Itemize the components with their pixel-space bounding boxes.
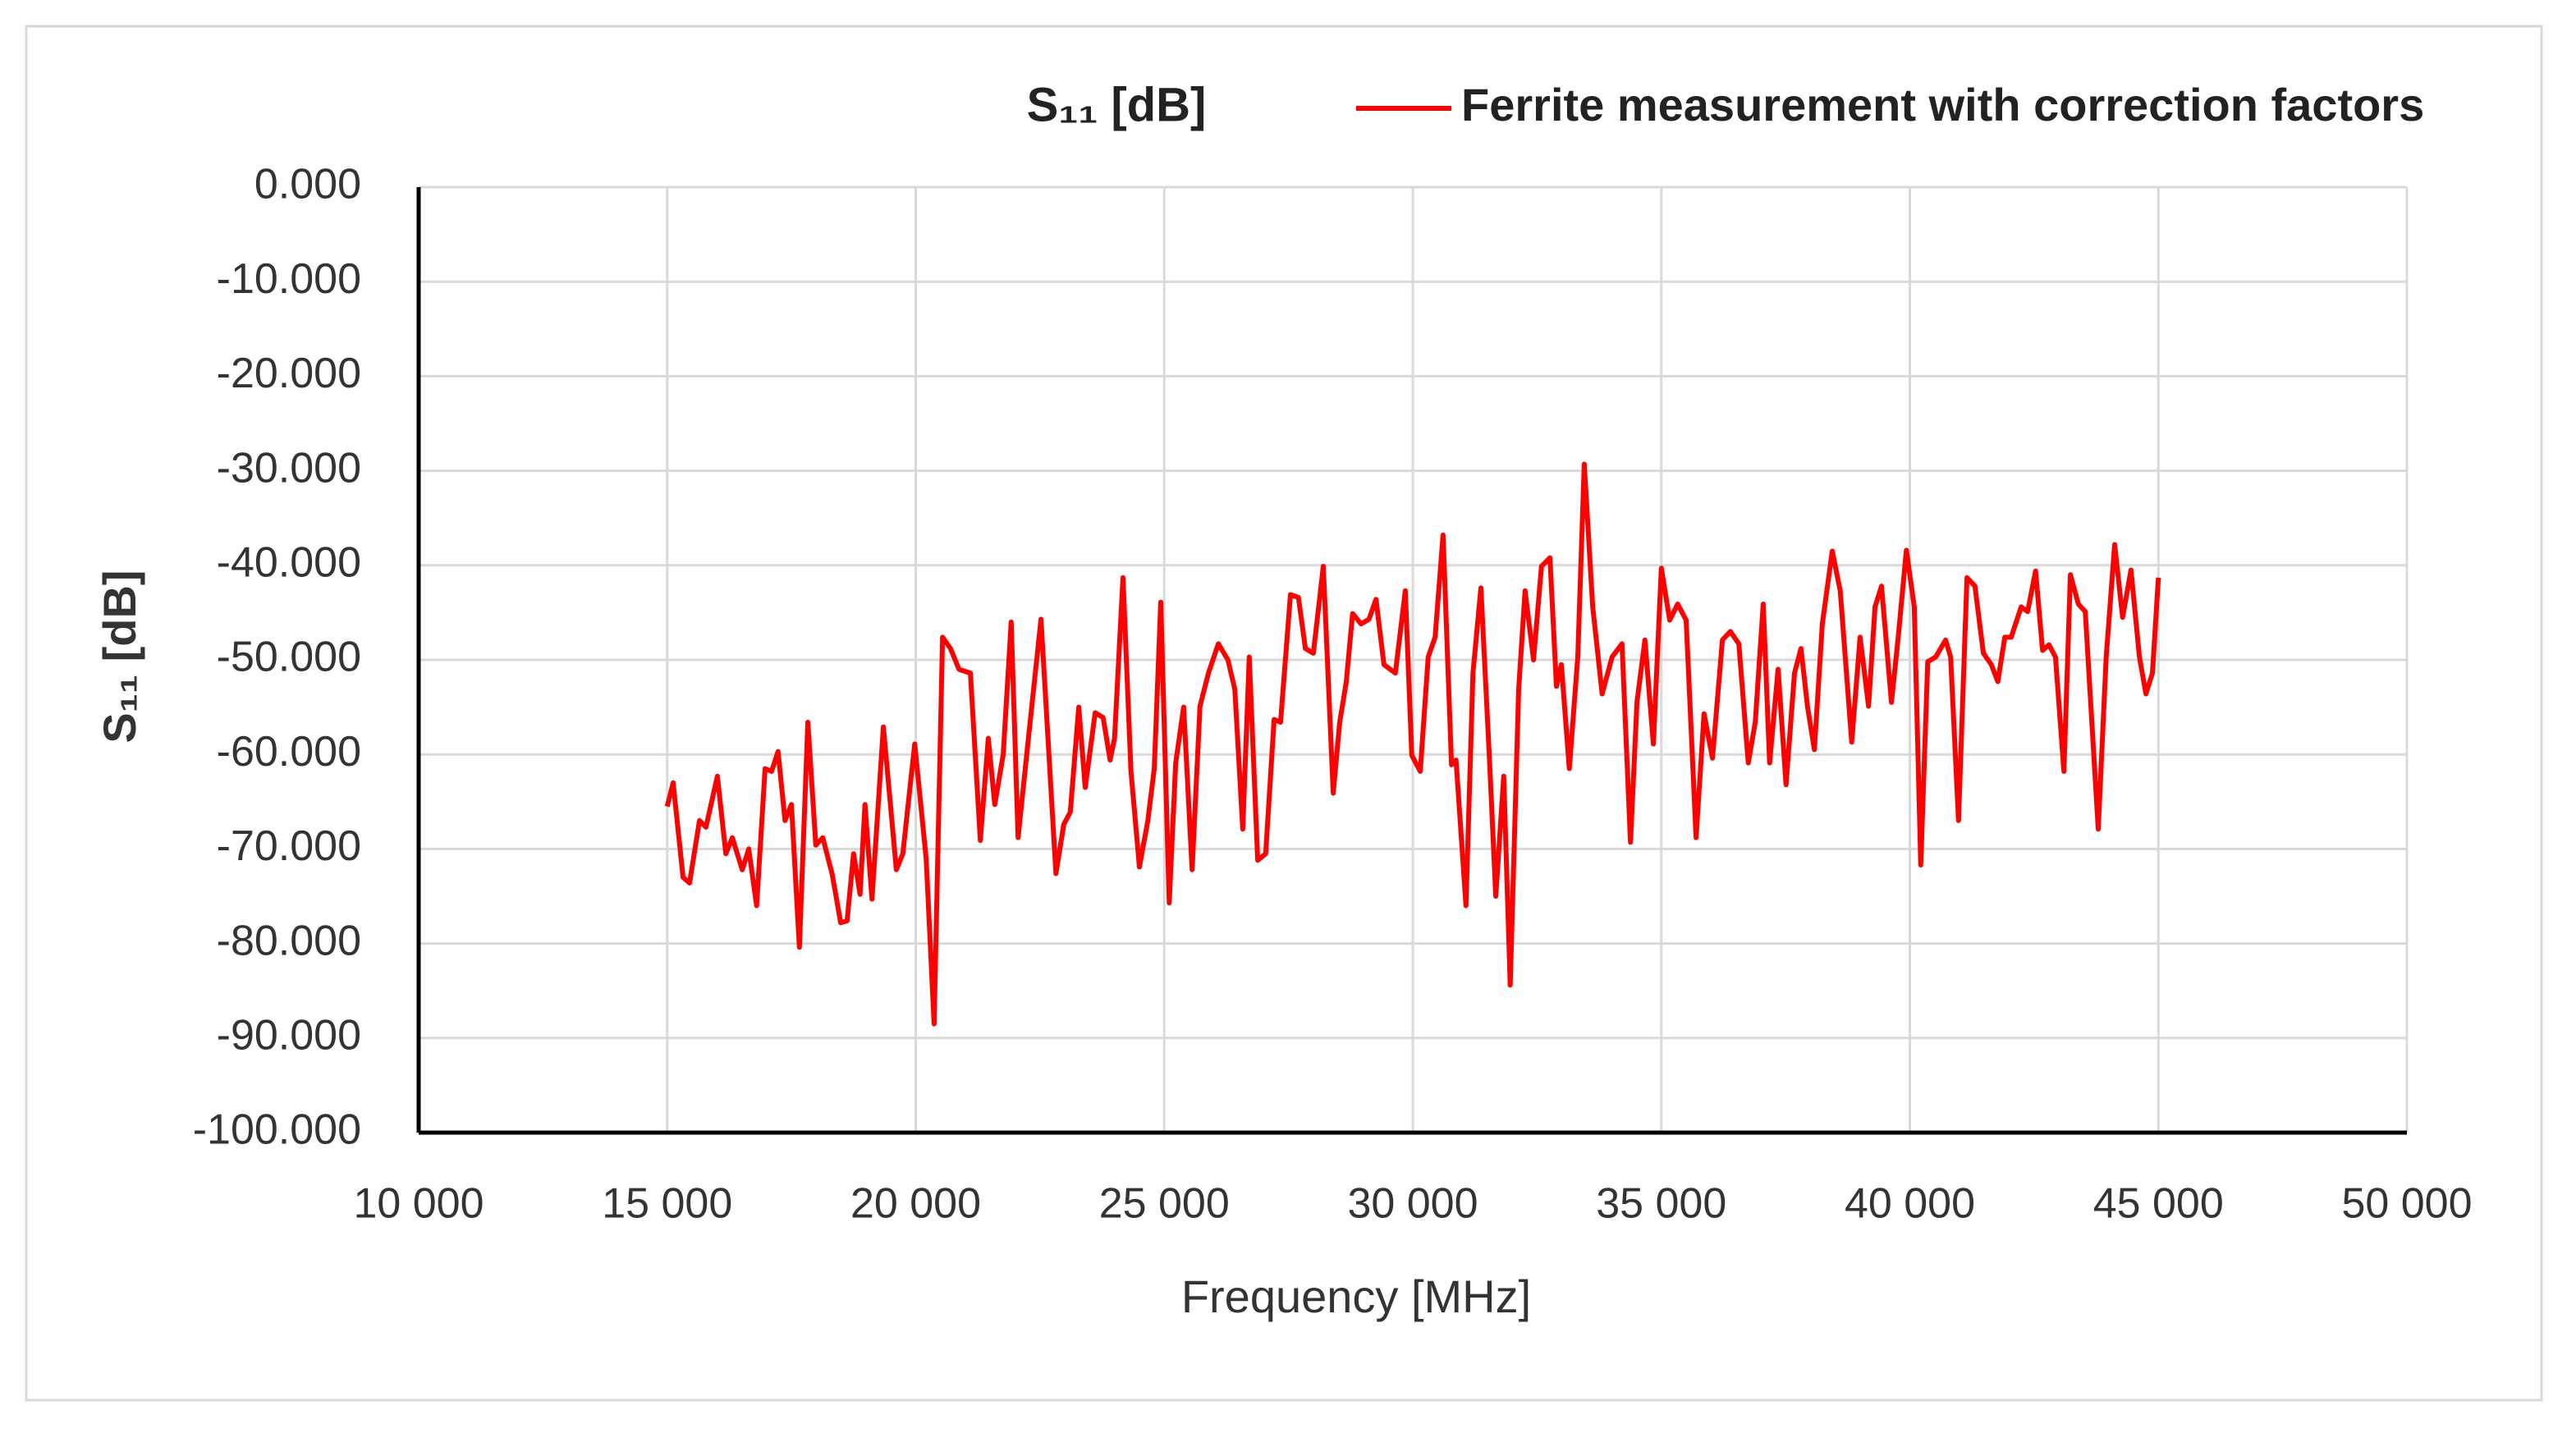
y-tick-label: -50.000 xyxy=(217,634,361,681)
y-tick-label: -20.000 xyxy=(217,350,361,397)
y-tick-label: -60.000 xyxy=(217,728,361,776)
x-tick-label: 50 000 xyxy=(2341,1180,2472,1228)
x-tick-label: 15 000 xyxy=(602,1180,732,1228)
x-axis-title: Frequency [MHz] xyxy=(1181,1270,1531,1322)
x-tick-label: 25 000 xyxy=(1099,1180,1230,1228)
x-tick-label: 45 000 xyxy=(2093,1180,2224,1228)
chart-border xyxy=(25,25,2543,1402)
x-tick-label: 40 000 xyxy=(1845,1180,1975,1228)
x-tick-label: 20 000 xyxy=(850,1180,981,1228)
x-tick-label: 10 000 xyxy=(353,1180,484,1228)
y-tick-label: -30.000 xyxy=(217,444,361,492)
y-tick-label: 0.000 xyxy=(254,161,361,208)
chart-title: S₁₁ [dB] xyxy=(1027,78,1207,131)
x-tick-label: 35 000 xyxy=(1596,1180,1726,1228)
legend-label: Ferrite measurement with correction fact… xyxy=(1461,79,2424,130)
y-axis-title: S₁₁ [dB] xyxy=(94,570,145,743)
y-tick-label: -100.000 xyxy=(193,1106,361,1154)
y-tick-label: -90.000 xyxy=(217,1012,361,1060)
data-line xyxy=(664,461,2161,1027)
y-tick-label: -40.000 xyxy=(217,539,361,587)
x-tick-label: 30 000 xyxy=(1347,1180,1478,1228)
y-tick-label: -70.000 xyxy=(217,822,361,870)
y-tick-label: -10.000 xyxy=(217,255,361,303)
y-tick-label: -80.000 xyxy=(217,917,361,964)
